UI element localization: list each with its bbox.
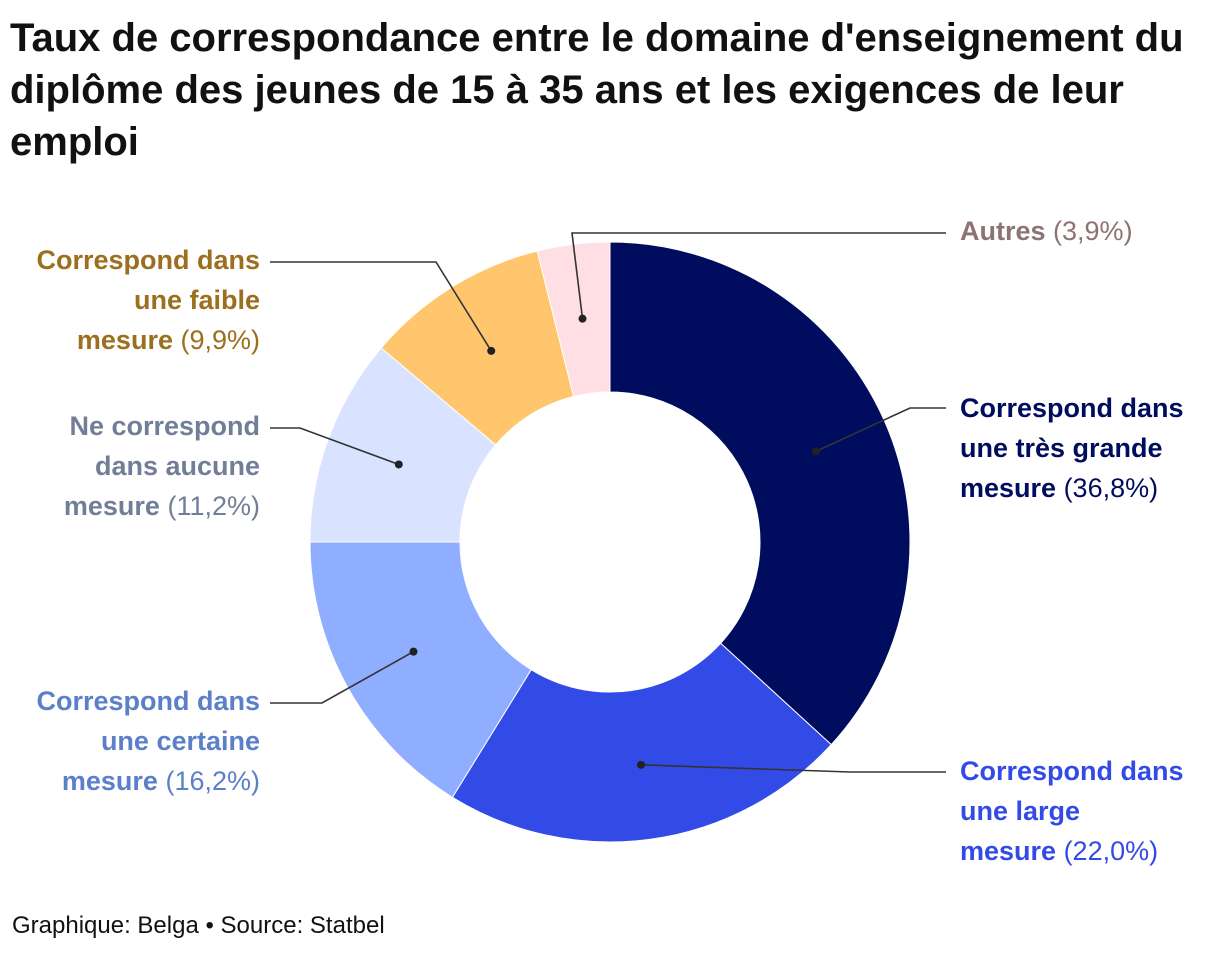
slice-label: mesure (16,2%) [62,766,260,796]
slice-label-text: Ne correspond [69,411,260,441]
pie-slice [451,642,832,843]
slice-label: mesure (11,2%) [64,491,260,521]
labels-layer: Correspond dans une très grande mesure (36… [36,216,1183,866]
slice-label-text: mesure [62,766,158,796]
slice-label: une large [960,796,1080,826]
leader-dot [811,447,820,456]
footer-separator: • [205,912,214,939]
slice-label-text: mesure [64,491,160,521]
pie-slice [536,241,611,398]
slices-layer [309,241,911,843]
leader-line [270,650,414,704]
slice-value-label: (11,2%) [160,491,260,521]
slice-label: Autres (3,9%) [960,216,1133,246]
leader-line [571,232,946,319]
slice-label-text: une très grande [960,433,1163,463]
slice-value-label: (16,2%) [158,766,260,796]
slice-label: Correspond dans [960,393,1184,423]
leader-line [815,407,946,453]
donut-chart: Correspond dans une très grande mesure (36… [36,216,1183,866]
slice-label: mesure (36,8%) [960,473,1158,503]
slice-label: Ne correspond [69,411,260,441]
leader-dot [578,314,587,323]
slice-value-label: (3,9%) [1046,216,1133,246]
slice-label-text: Correspond dans [960,756,1184,786]
slice-value-label: (22,0%) [1056,836,1158,866]
slice-label: dans aucune [95,451,260,481]
footer: Graphique: Belga • Source: Statbel [12,912,385,940]
slice-label-text: une large [960,796,1080,826]
slice-label-text: Correspond dans [36,245,260,275]
slice-label-text: une faible [134,285,260,315]
footer-credit: Graphique: Belga [12,912,199,939]
slice-label: Correspond dans [960,756,1184,786]
slice-label: une très grande [960,433,1163,463]
slice-label: mesure (9,9%) [77,325,260,355]
chart-title: Taux de correspondance entre le domaine … [10,16,1184,164]
leader-line [640,764,946,773]
footer-source: Source: Statbel [220,912,385,939]
slice-label: Correspond dans [36,245,260,275]
slice-label: une certaine [101,726,260,756]
leader-dot [394,460,403,469]
slice-label-text: mesure [960,473,1056,503]
pie-slice [309,541,532,798]
slice-label-text: Correspond dans [36,686,260,716]
slice-label-text: dans aucune [95,451,260,481]
slice-label: Correspond dans [36,686,260,716]
leader-dot [637,760,646,769]
slice-label-text: Correspond dans [960,393,1184,423]
slice-label-text: Autres [960,216,1046,246]
slice-label-text: mesure [960,836,1056,866]
pie-slice [609,241,911,746]
leader-line [270,261,492,352]
slice-label: une faible [134,285,260,315]
leader-line [270,427,400,466]
slice-label-text: une certaine [101,726,260,756]
slice-label-text: mesure [77,325,173,355]
slice-value-label: (9,9%) [173,325,260,355]
leader-dot [409,647,418,656]
leader-dot [487,346,496,355]
leader-lines-layer [270,232,946,773]
slice-label: mesure (22,0%) [960,836,1158,866]
slice-value-label: (36,8%) [1056,473,1158,503]
